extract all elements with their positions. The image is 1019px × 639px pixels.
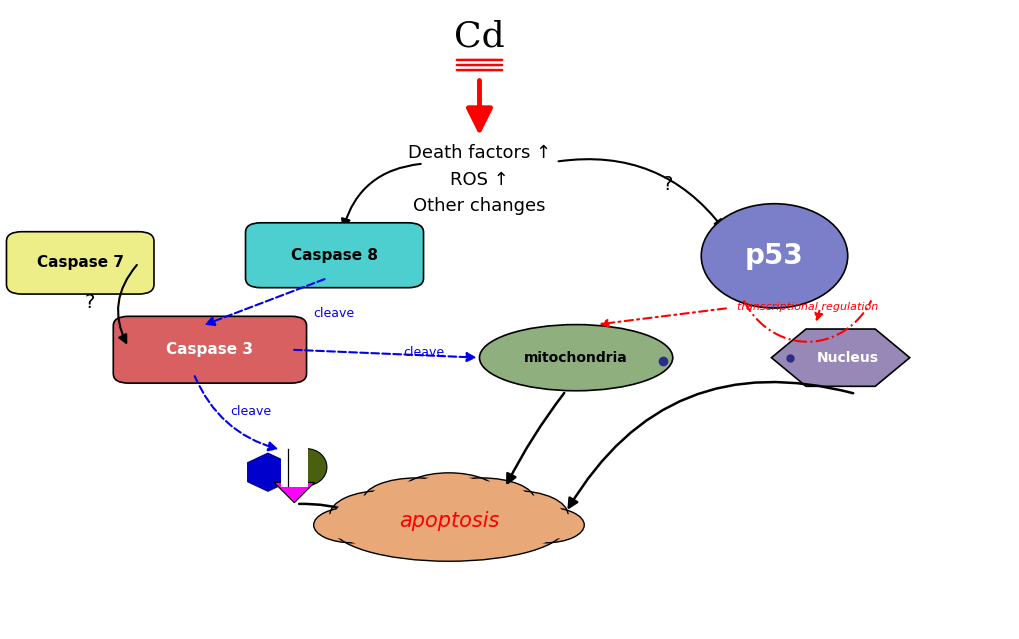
Ellipse shape [329, 491, 435, 539]
Polygon shape [274, 482, 315, 503]
Text: transcriptional regulation: transcriptional regulation [736, 302, 877, 312]
Ellipse shape [399, 473, 497, 514]
Ellipse shape [336, 495, 560, 558]
FancyBboxPatch shape [6, 232, 154, 294]
Polygon shape [248, 453, 288, 491]
Ellipse shape [319, 511, 385, 539]
Text: cleave: cleave [403, 346, 443, 359]
Ellipse shape [334, 494, 430, 536]
Text: Nucleus: Nucleus [816, 351, 877, 365]
FancyBboxPatch shape [113, 316, 307, 383]
Text: cleave: cleave [314, 307, 355, 320]
Text: Death factors ↑
ROS ↑
Other changes: Death factors ↑ ROS ↑ Other changes [408, 144, 550, 215]
Text: apoptosis: apoptosis [398, 511, 498, 531]
Ellipse shape [314, 507, 390, 543]
Ellipse shape [331, 491, 566, 561]
Polygon shape [770, 329, 909, 387]
Text: Caspase 3: Caspase 3 [166, 343, 253, 357]
Text: ?: ? [85, 293, 95, 312]
FancyBboxPatch shape [281, 447, 308, 488]
Ellipse shape [363, 478, 469, 521]
Ellipse shape [462, 491, 568, 539]
Text: Cd: Cd [453, 19, 504, 54]
Text: mitochondria: mitochondria [524, 351, 628, 365]
Ellipse shape [700, 204, 847, 308]
Ellipse shape [512, 511, 579, 539]
Ellipse shape [467, 494, 562, 536]
Ellipse shape [368, 481, 464, 518]
Text: Caspase 8: Caspase 8 [290, 248, 378, 263]
Ellipse shape [433, 481, 529, 518]
Text: ?: ? [661, 175, 673, 194]
Text: cleave: cleave [230, 405, 271, 419]
FancyBboxPatch shape [246, 223, 423, 288]
Ellipse shape [428, 478, 534, 521]
Text: p53: p53 [744, 242, 803, 270]
Ellipse shape [506, 507, 584, 543]
Ellipse shape [405, 476, 492, 511]
Ellipse shape [479, 325, 673, 391]
Text: Caspase 7: Caspase 7 [37, 256, 123, 270]
Ellipse shape [286, 449, 326, 486]
